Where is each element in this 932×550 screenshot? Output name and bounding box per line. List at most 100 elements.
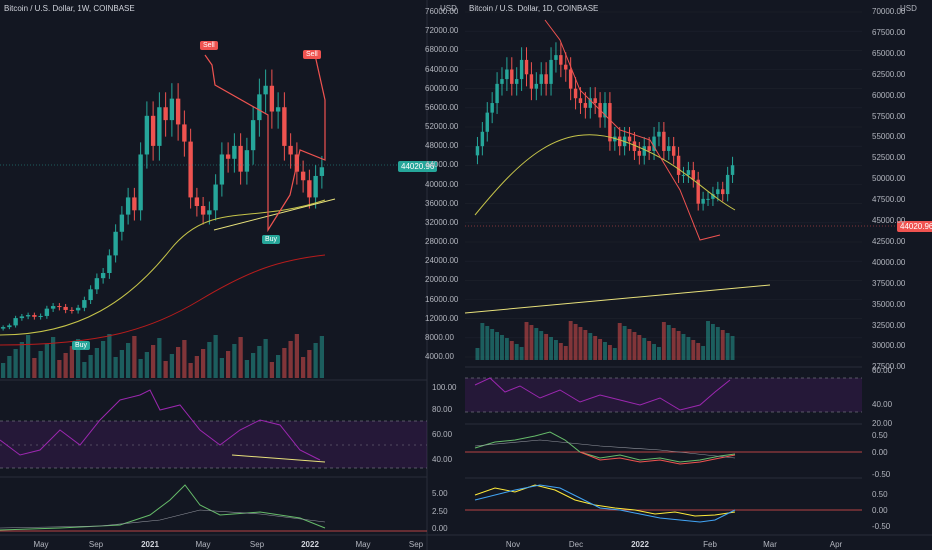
right-candle-body: [593, 98, 597, 104]
right-candle-body: [637, 150, 642, 156]
right-volume-bar: [612, 348, 617, 360]
right-volume-bar: [480, 323, 485, 360]
left-volume-bar: [119, 350, 124, 378]
right-candle-body: [568, 69, 573, 89]
far-right-unit-label: USD: [900, 4, 917, 13]
left-volume-bar: [113, 357, 118, 378]
right-candle-body: [667, 146, 671, 151]
right-chart-title: Bitcoin / U.S. Dollar, 1D, COINBASE: [469, 4, 599, 13]
right-candle-body: [676, 155, 681, 175]
right-volume-bar: [598, 339, 603, 360]
left-volume-bar: [307, 350, 312, 378]
right-candle-body: [686, 170, 691, 175]
right-volume-bar: [549, 337, 553, 360]
right-volume-bar: [715, 327, 720, 360]
left-candle-body: [263, 85, 268, 95]
right-osc-blue: [474, 484, 736, 523]
right-candle-body: [618, 136, 622, 147]
left-x-tick: Sep: [408, 540, 424, 549]
far-right-osc-tick: 0.00: [872, 506, 888, 515]
left-candle-body: [57, 306, 62, 308]
left-candle-body: [250, 120, 256, 151]
right-candle-body: [711, 194, 715, 199]
right-volume-bar: [495, 332, 500, 360]
far-right-macd-tick: 0.50: [872, 431, 888, 440]
left-osc-green: [0, 484, 326, 531]
left-candle-body: [125, 197, 131, 215]
left-rsi-tick: 40.00: [432, 455, 453, 464]
far-right-macd-tick: 0.00: [872, 448, 888, 457]
left-volume-bar: [32, 358, 37, 378]
right-price-tick: 64000.00: [425, 64, 459, 74]
left-volume-bar: [276, 355, 281, 378]
left-candle-body: [257, 94, 262, 121]
left-x-tick: May: [195, 540, 211, 549]
left-candle-body: [19, 316, 25, 319]
right-volume-bar: [686, 337, 691, 360]
right-candle-body: [485, 112, 489, 132]
right-price-tick: 56000.00: [425, 102, 459, 112]
right-price-tick: 52000.00: [425, 122, 459, 131]
left-rsi-line: [0, 389, 321, 461]
far-right-price-tick: 47500.00: [872, 195, 906, 205]
left-candle-body: [32, 315, 37, 317]
right-volume-bar: [500, 335, 504, 360]
right-rsi-line: [474, 377, 731, 411]
right-candle-body: [730, 165, 735, 175]
right-candle-body: [652, 136, 656, 151]
right-candle-body: [495, 83, 499, 104]
right-x-tick: Dec: [568, 540, 584, 549]
far-right-rsi-tick: 40.00: [872, 400, 893, 409]
right-x-tick: Nov: [505, 540, 521, 549]
right-volume-bar: [622, 326, 627, 360]
left-volume-bar: [226, 351, 231, 378]
right-candle-body: [534, 83, 539, 89]
left-volume-bar: [13, 349, 18, 378]
right-candle-body: [544, 74, 548, 84]
right-osc-yellow: [474, 484, 736, 517]
right-price-tick: 44000.00: [425, 160, 459, 170]
right-volume-bar: [696, 343, 701, 360]
left-candle-body: [275, 107, 281, 112]
far-right-price-tick: 57500.00: [872, 111, 906, 121]
left-volume-bar: [301, 357, 306, 378]
right-price-tick: 8000.00: [425, 332, 454, 342]
left-volume-bar: [194, 356, 199, 378]
left-candle-body: [188, 141, 193, 198]
left-candle-body: [244, 150, 250, 172]
left-volume-bar: [263, 339, 268, 378]
left-volume-bar: [38, 351, 43, 378]
right-price-tick: 24000.00: [425, 256, 459, 266]
right-ma-yellow: [474, 134, 736, 216]
far-right-price-tick: 70000.00: [872, 7, 906, 16]
far-right-osc-tick: -0.50: [872, 522, 891, 531]
right-x-tick: Mar: [763, 540, 777, 549]
left-candle-body: [69, 309, 75, 311]
left-candle-body: [175, 98, 181, 125]
right-price-tick: 28000.00: [425, 237, 459, 246]
right-candle-body: [578, 98, 583, 104]
far-right-price-tick: 27500.00: [872, 362, 906, 372]
left-volume-bar: [69, 346, 74, 378]
left-volume-bar: [319, 336, 324, 378]
right-volume-bar: [681, 334, 686, 360]
right-price-tick: 40000.00: [425, 179, 459, 189]
right-support-line: [464, 284, 771, 314]
left-rsi-tick: 100.00: [432, 383, 457, 392]
left-volume-bar: [251, 353, 256, 378]
left-volume-bar: [257, 346, 262, 378]
left-x-tick: 2022: [301, 540, 319, 549]
left-osc-tick: 0.00: [432, 524, 448, 533]
left-volume-bar: [313, 343, 318, 378]
left-ma-red: [0, 254, 326, 346]
far-right-price-tick: 62500.00: [872, 69, 906, 79]
left-volume-bar: [76, 339, 81, 378]
far-right-price-tick: 42500.00: [872, 236, 906, 246]
left-volume-bar: [26, 335, 31, 378]
left-supertrend-line: [204, 54, 326, 233]
left-x-tick: May: [33, 540, 49, 549]
right-volume-bar: [519, 347, 524, 360]
right-volume-bar: [529, 325, 534, 360]
left-candle-body: [107, 255, 112, 274]
left-candle-body: [50, 306, 56, 309]
